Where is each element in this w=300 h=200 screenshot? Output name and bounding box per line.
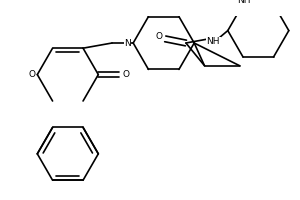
Text: NH: NH <box>207 37 220 46</box>
Text: O: O <box>122 70 129 79</box>
Text: O: O <box>28 70 35 79</box>
Text: N: N <box>124 39 131 48</box>
Text: O: O <box>155 32 162 41</box>
Text: NH: NH <box>237 0 251 5</box>
